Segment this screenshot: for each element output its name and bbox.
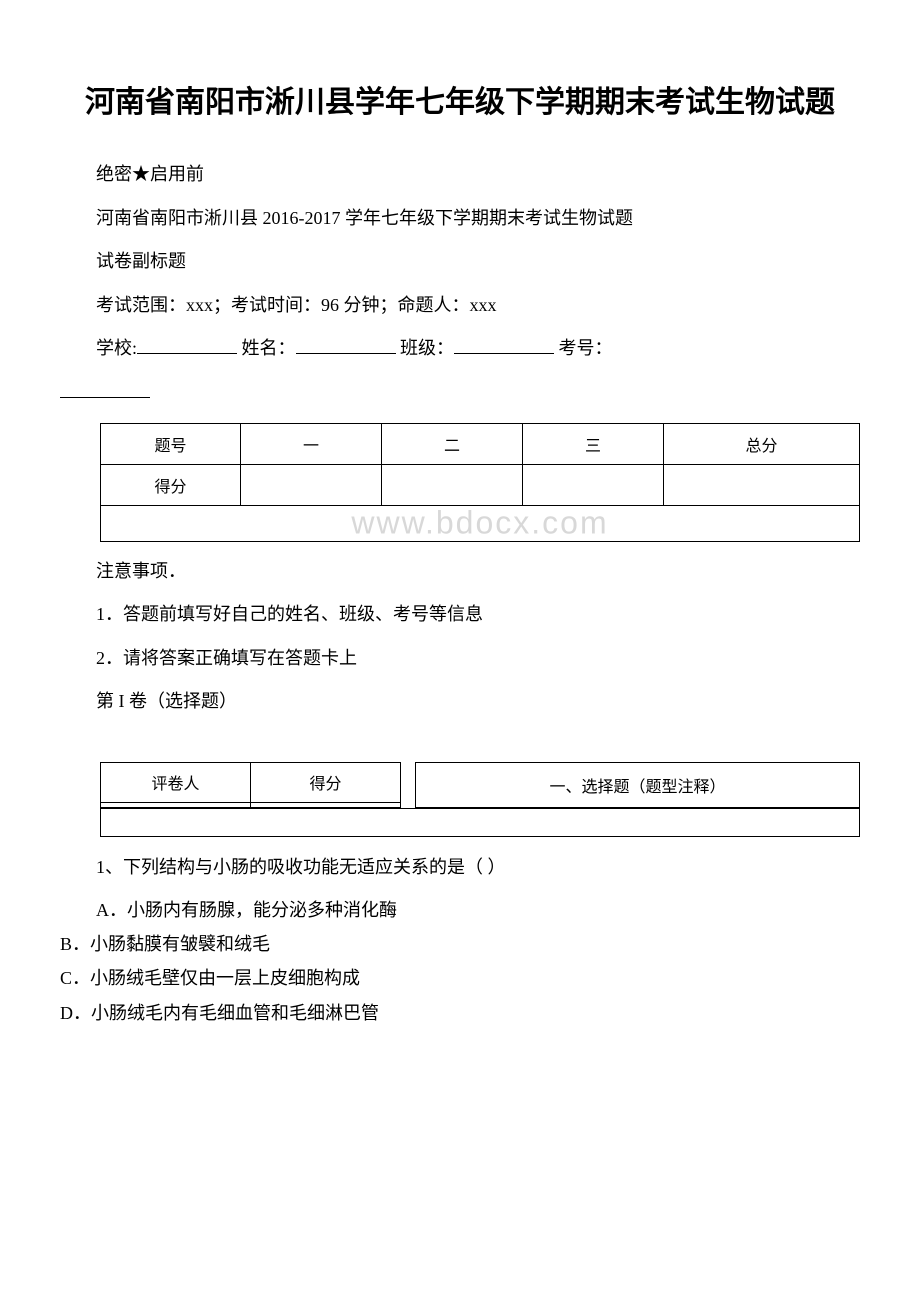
table-row: 得分 [101,464,860,505]
name-label: 姓名： [242,338,296,358]
student-info-line: 学校: 姓名： 班级： 考号： [60,329,860,369]
score-label-cell: 得分 [101,464,241,505]
section-type-cell: 一、选择题（题型注释） [416,762,860,807]
question-option: D．小肠绒毛内有毛细血管和毛细淋巴管 [60,996,860,1030]
score-cell [381,464,522,505]
examno-label: 考号： [559,338,613,358]
table-row: 评卷人 得分 一、选择题（题型注释） [101,762,860,802]
question-stem: 1、下列结构与小肠的吸收功能无适应关系的是（ ） [60,849,860,885]
table-row: 题号 一 二 三 总分 [101,423,860,464]
score-header-cell: 一 [241,423,382,464]
score-header-cell: 三 [522,423,663,464]
spacer-cell [401,762,416,808]
question-option: B．小肠黏膜有皱襞和绒毛 [60,927,860,961]
exam-info-text: 考试范围：xxx；考试时间：96 分钟；命题人：xxx [60,286,860,326]
score-cell [522,464,663,505]
question-option: C．小肠绒毛壁仅由一层上皮细胞构成 [60,961,860,995]
score-cell [241,464,382,505]
class-label: 班级： [400,338,454,358]
notice-item: 1．答题前填写好自己的姓名、班级、考号等信息 [60,595,860,635]
grader-table: 评卷人 得分 一、选择题（题型注释） [100,762,860,837]
school-blank [137,336,237,354]
grader-score-cell: 得分 [251,762,401,802]
grader-header-cell: 评卷人 [101,762,251,802]
score-cell: www.bdocx.com [101,505,860,541]
class-blank [454,336,554,354]
examno-blank [60,380,150,398]
grader-blank-cell [101,808,860,836]
score-cell [663,464,859,505]
section-1-title: 第 I 卷（选择题） [60,682,860,722]
notice-item: 2．请将答案正确填写在答题卡上 [60,639,860,679]
school-label: 学校: [96,338,137,358]
score-header-cell: 题号 [101,423,241,464]
page-title: 河南省南阳市淅川县学年七年级下学期期末考试生物试题 [60,80,860,125]
subtitle-text: 试卷副标题 [60,242,860,282]
confidential-label: 绝密★启用前 [60,155,860,195]
name-blank [296,336,396,354]
notice-title: 注意事项． [60,552,860,592]
score-table: 题号 一 二 三 总分 得分 www.bdocx.com [100,423,860,542]
score-header-cell: 二 [381,423,522,464]
question-option: A．小肠内有肠腺，能分泌多种消化酶 [60,893,860,927]
full-title-text: 河南省南阳市淅川县 2016-2017 学年七年级下学期期末考试生物试题 [60,199,860,239]
table-row: www.bdocx.com [101,505,860,541]
table-row [101,808,860,836]
score-header-cell: 总分 [663,423,859,464]
watermark-text: www.bdocx.com [351,505,608,542]
